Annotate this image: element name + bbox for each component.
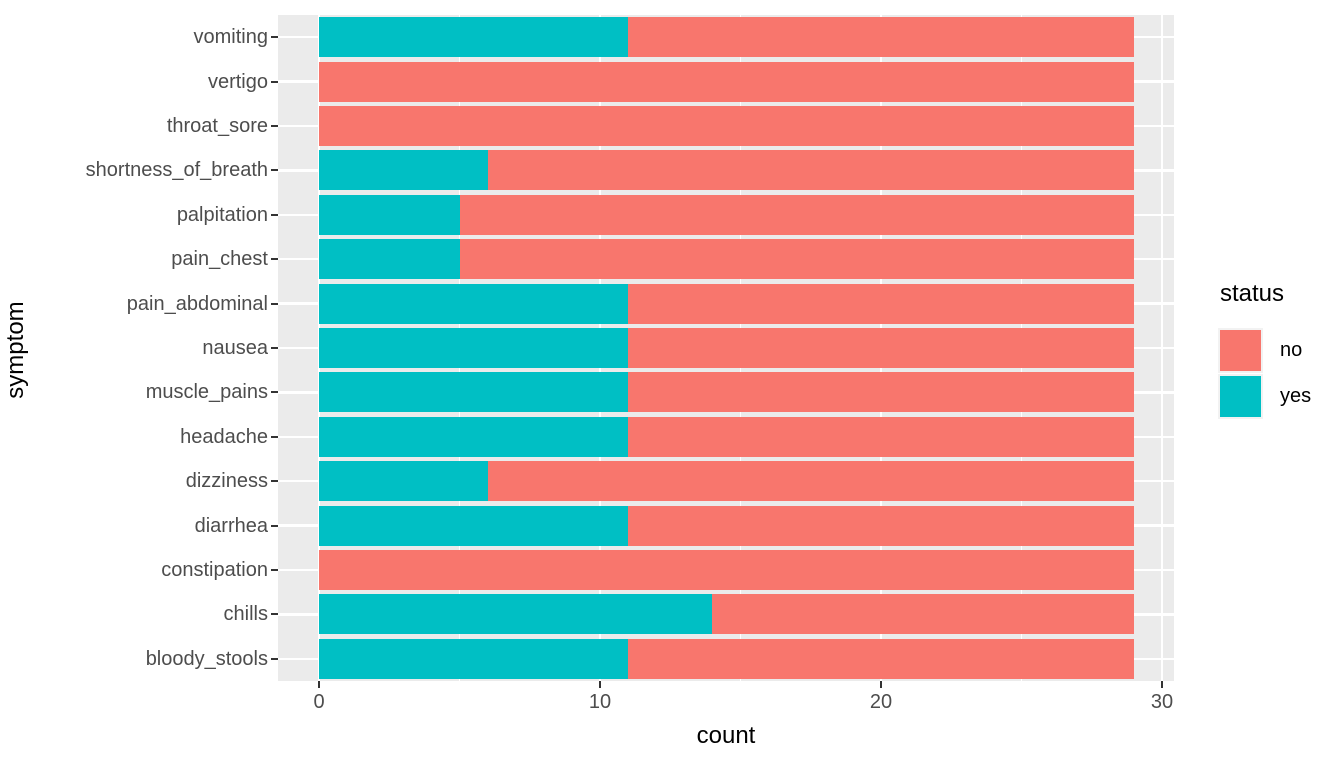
y-tick-label: throat_sore <box>166 115 268 137</box>
bar-segment-no <box>459 239 1134 280</box>
bar-segment-yes <box>319 505 629 546</box>
legend-title: status <box>1220 280 1285 307</box>
bar-segment-yes <box>319 638 629 679</box>
bar-segment-no <box>628 283 1134 324</box>
x-tick-mark <box>1161 681 1163 688</box>
y-tick-label: dizziness <box>185 470 268 493</box>
bar-segment-yes <box>319 283 629 324</box>
y-tick-label: constipation <box>161 559 268 581</box>
legend-label: no <box>1280 339 1303 361</box>
y-tick-label: chills <box>223 603 268 626</box>
y-tick-mark <box>271 125 278 127</box>
y-tick-mark <box>271 347 278 349</box>
bar-segment-yes <box>319 194 460 235</box>
bar-segment-yes <box>319 328 629 368</box>
bar-segment-yes <box>319 17 629 58</box>
bar-segment-yes <box>319 150 488 191</box>
bar-segment-no <box>487 150 1134 191</box>
legend-swatch-yes <box>1220 376 1261 417</box>
y-tick-mark <box>271 613 278 616</box>
x-tick-mark <box>880 681 882 688</box>
y-tick-mark <box>271 36 278 39</box>
x-tick-label: 30 <box>1150 691 1174 713</box>
bar-segment-no <box>628 372 1134 413</box>
x-tick-mark <box>599 681 601 688</box>
gridline-major <box>1160 15 1164 681</box>
y-tick-mark <box>271 657 278 660</box>
bar-segment-yes <box>319 461 488 502</box>
x-tick-label: 10 <box>588 691 612 713</box>
bar-segment-no <box>319 106 1134 146</box>
y-tick-label: bloody_stools <box>145 647 268 670</box>
y-axis-title: symptom <box>2 301 29 399</box>
bar-segment-no <box>712 594 1134 635</box>
y-tick-mark <box>271 80 278 83</box>
legend-key <box>1218 374 1263 419</box>
x-axis-title: count <box>696 722 756 749</box>
x-tick-label: 0 <box>313 691 325 713</box>
x-tick-mark <box>318 681 320 688</box>
y-tick-mark <box>271 524 278 527</box>
bar-segment-no <box>459 194 1134 235</box>
y-tick-mark <box>271 435 278 438</box>
bar-segment-no <box>628 17 1134 58</box>
y-tick-label: vertigo <box>207 70 268 93</box>
y-tick-mark <box>271 213 278 216</box>
y-tick-label: shortness_of_breath <box>85 159 268 182</box>
y-tick-label: diarrhea <box>194 514 268 537</box>
y-tick-label: palpitation <box>176 203 268 226</box>
bar-segment-yes <box>319 372 629 413</box>
bar-segment-no <box>487 461 1134 502</box>
legend: status no yes <box>1218 280 1311 420</box>
legend-entries: no yes <box>1218 328 1311 419</box>
y-tick-mark <box>271 569 278 571</box>
legend-entry: no <box>1218 328 1311 373</box>
y-tick-label: pain_abdominal <box>126 292 268 315</box>
bar-segment-no <box>628 416 1134 457</box>
y-tick-mark <box>271 391 278 394</box>
y-tick-label: muscle_pains <box>145 381 268 404</box>
bar-segment-no <box>628 505 1134 546</box>
bar-segment-yes <box>319 594 713 635</box>
bar-segment-no <box>628 638 1134 679</box>
y-tick-mark <box>271 258 278 261</box>
bar-segment-yes <box>319 239 460 280</box>
legend-entry: yes <box>1218 374 1311 419</box>
y-tick-mark <box>271 480 278 483</box>
legend-label: yes <box>1280 385 1312 407</box>
y-tick-mark <box>271 169 278 172</box>
bar-segment-no <box>628 328 1134 368</box>
legend-swatch-no <box>1220 330 1261 371</box>
y-tick-mark <box>271 302 278 305</box>
bar-segment-no <box>319 61 1134 102</box>
bar-segment-no <box>319 550 1134 590</box>
y-tick-label: headache <box>180 425 268 448</box>
y-tick-label: vomiting <box>193 26 268 49</box>
y-tick-label: nausea <box>202 337 268 359</box>
bar-segment-yes <box>319 416 629 457</box>
plot-panel <box>278 15 1174 681</box>
y-tick-label: pain_chest <box>171 248 268 271</box>
gridline-major <box>317 15 321 681</box>
legend-key <box>1218 328 1263 373</box>
x-tick-label: 20 <box>869 691 893 713</box>
